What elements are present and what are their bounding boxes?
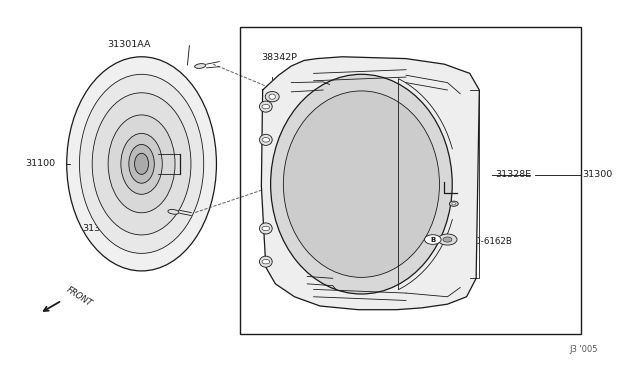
Ellipse shape <box>284 91 440 278</box>
Ellipse shape <box>67 57 216 271</box>
Text: 31100: 31100 <box>26 159 56 169</box>
Text: 31301AA: 31301AA <box>108 41 151 49</box>
Ellipse shape <box>259 134 272 145</box>
Text: 31300: 31300 <box>582 170 612 179</box>
Polygon shape <box>261 57 479 310</box>
Text: 09120-6162B: 09120-6162B <box>454 237 513 246</box>
Circle shape <box>262 105 269 109</box>
Ellipse shape <box>259 223 272 234</box>
Circle shape <box>443 237 452 242</box>
Circle shape <box>262 226 269 231</box>
Text: J3 '005: J3 '005 <box>570 345 598 354</box>
Ellipse shape <box>168 209 179 214</box>
Text: (3): (3) <box>454 250 467 259</box>
Ellipse shape <box>92 93 191 235</box>
Ellipse shape <box>129 144 154 183</box>
Text: FRONT: FRONT <box>65 285 94 308</box>
Ellipse shape <box>108 115 175 213</box>
Ellipse shape <box>259 256 272 267</box>
Text: 31301A: 31301A <box>83 224 119 232</box>
Ellipse shape <box>269 94 275 99</box>
Ellipse shape <box>134 153 148 174</box>
Circle shape <box>449 201 458 206</box>
Ellipse shape <box>259 101 272 112</box>
Ellipse shape <box>271 74 452 294</box>
Ellipse shape <box>79 74 204 253</box>
Bar <box>241 27 581 334</box>
Circle shape <box>262 138 269 142</box>
Ellipse shape <box>195 64 205 68</box>
Circle shape <box>424 235 441 244</box>
Ellipse shape <box>121 134 163 194</box>
Circle shape <box>452 203 456 205</box>
Text: 31328E: 31328E <box>495 170 531 179</box>
Text: 31328: 31328 <box>304 295 334 304</box>
Circle shape <box>438 234 457 245</box>
Text: B: B <box>430 237 435 243</box>
Text: 38342P: 38342P <box>261 53 298 62</box>
Circle shape <box>262 260 269 264</box>
Ellipse shape <box>265 92 279 102</box>
